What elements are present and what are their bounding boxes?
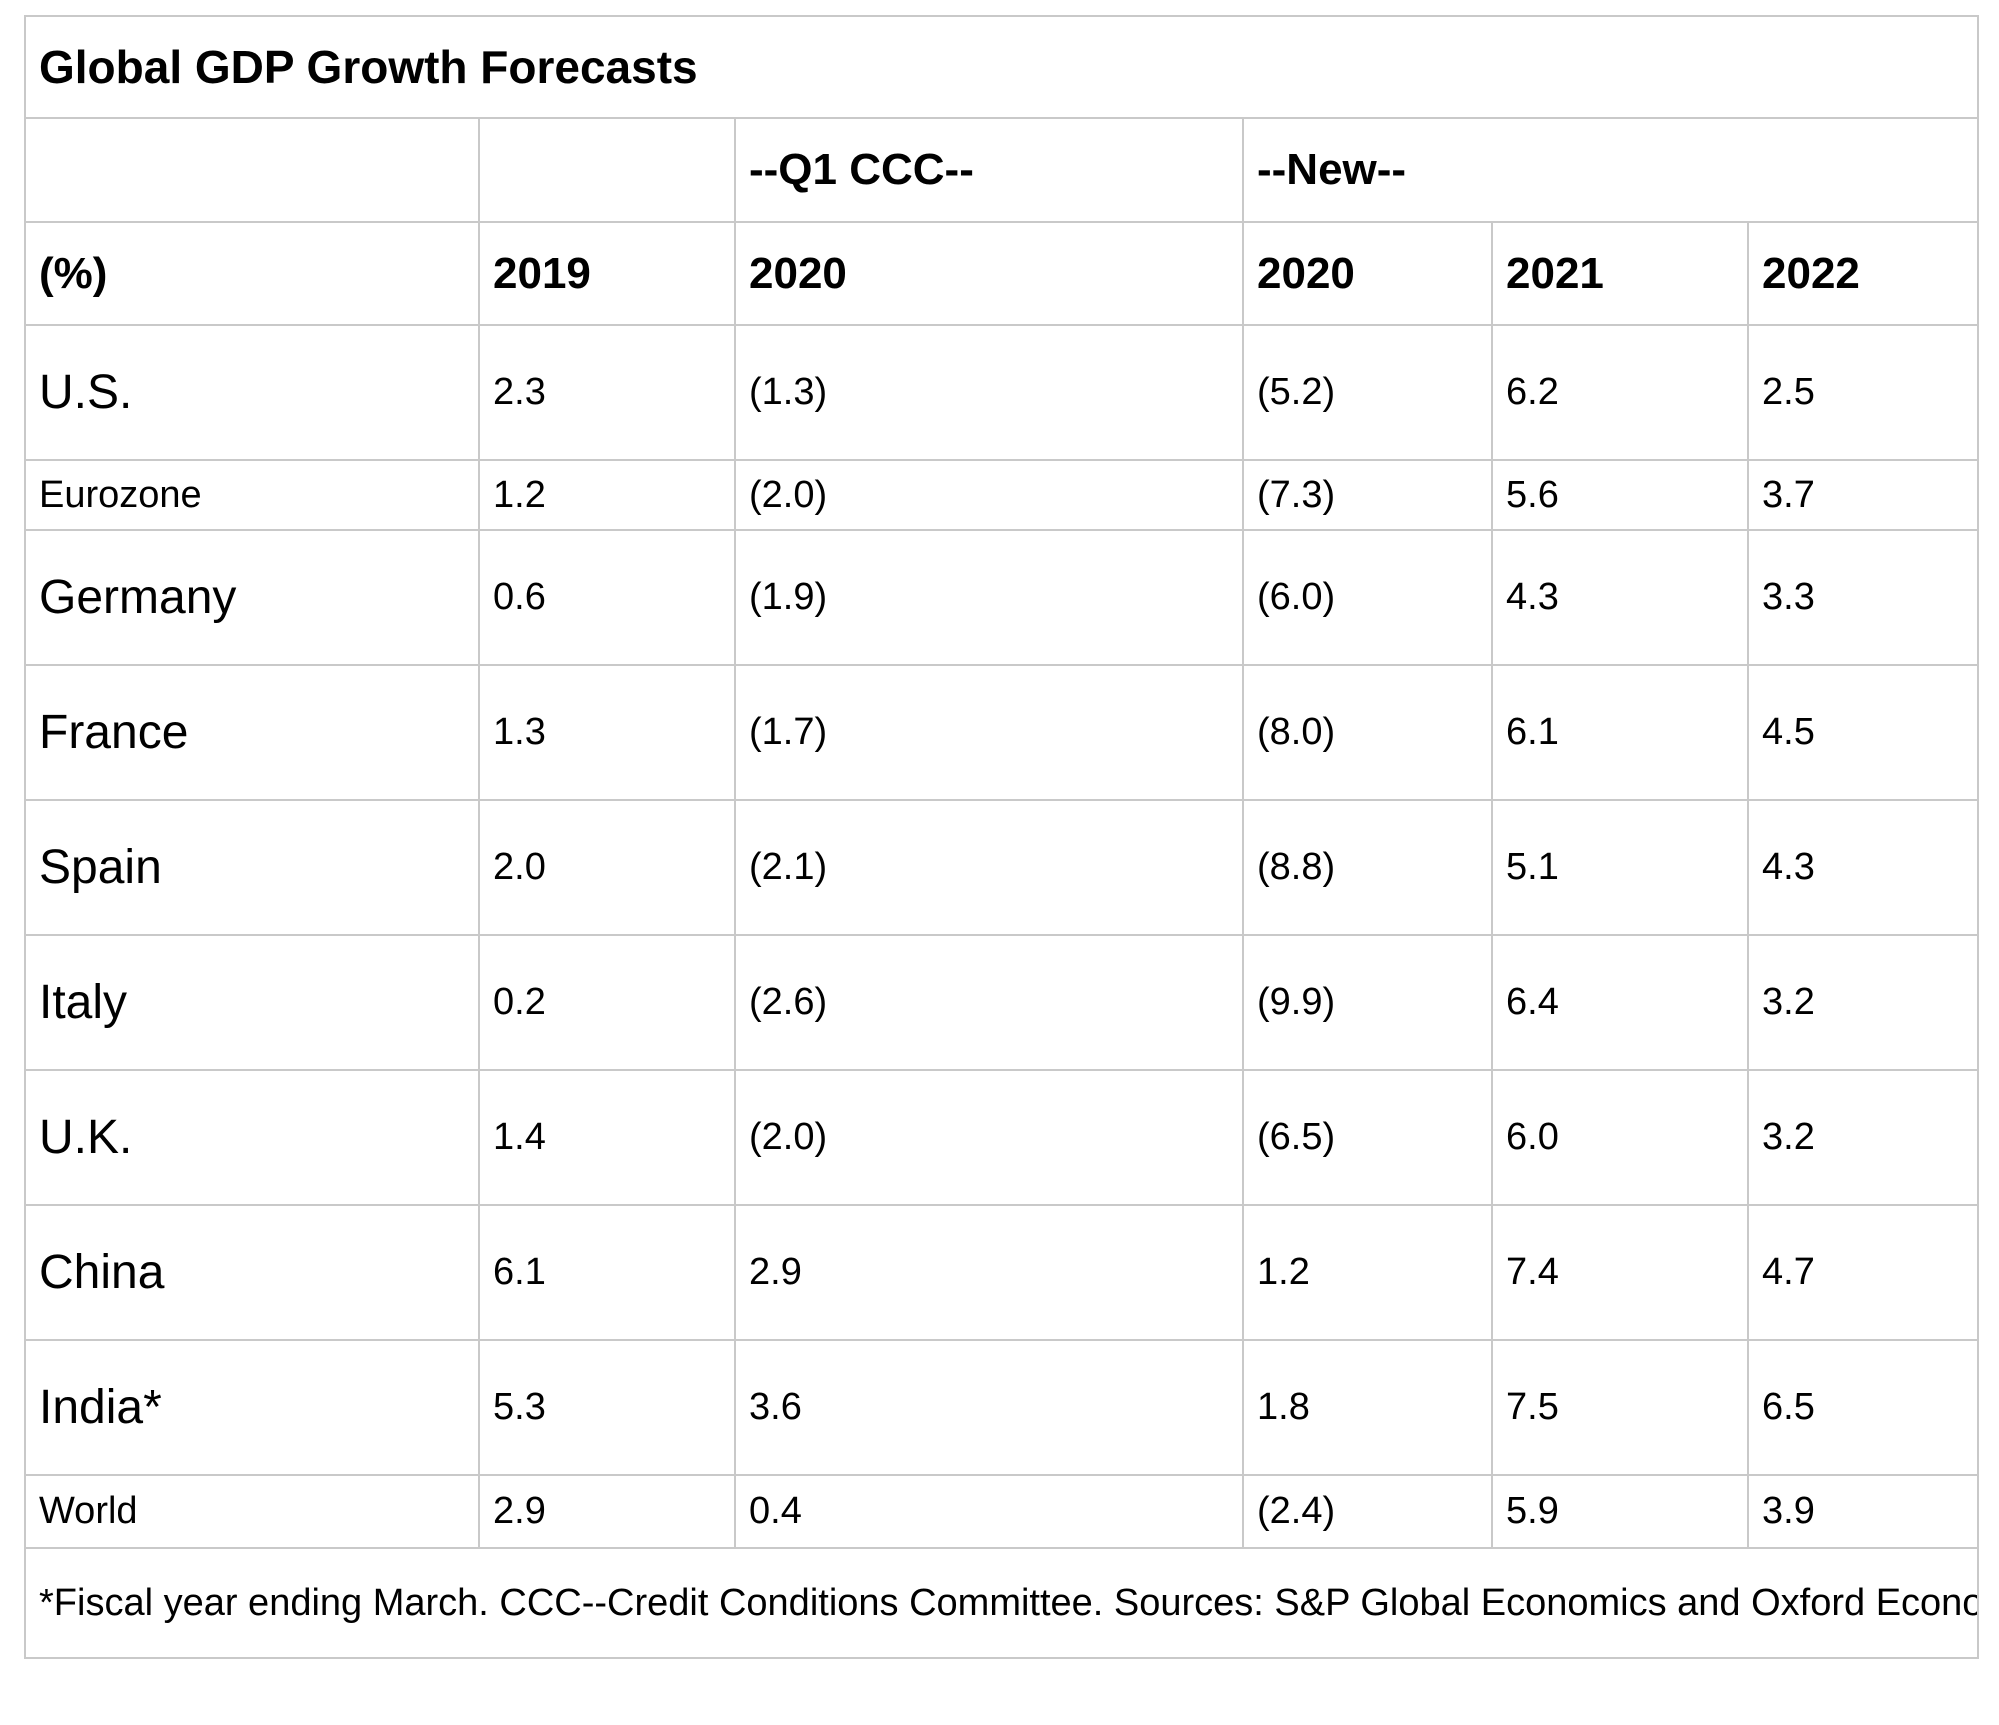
table-row-germany: Germany 0.6 (1.9) (6.0) 4.3 3.3 — [24, 529, 1980, 666]
header-group-spacer-2 — [478, 117, 736, 223]
column-header-row: (%) 2019 2020 2020 2021 2022 — [24, 221, 1980, 326]
header-2022: 2022 — [1746, 221, 1980, 326]
table-row-eurozone: Eurozone 1.2 (2.0) (7.3) 5.6 3.7 — [24, 459, 1980, 531]
cell-value: 0.4 — [734, 1474, 1244, 1549]
cell-value: (8.8) — [1242, 799, 1493, 936]
cell-value: 1.4 — [478, 1069, 736, 1206]
cell-value: 3.3 — [1746, 529, 1980, 666]
cell-value: 1.3 — [478, 664, 736, 801]
header-group-q1-ccc: --Q1 CCC-- — [734, 117, 1244, 223]
cell-value: 0.6 — [478, 529, 736, 666]
cell-value: (2.0) — [734, 459, 1244, 531]
table-row-uk: U.K. 1.4 (2.0) (6.5) 6.0 3.2 — [24, 1069, 1980, 1206]
cell-value: 1.8 — [1242, 1339, 1493, 1476]
table-row-france: France 1.3 (1.7) (8.0) 6.1 4.5 — [24, 664, 1980, 801]
table-row-italy: Italy 0.2 (2.6) (9.9) 6.4 3.2 — [24, 934, 1980, 1071]
row-label: China — [24, 1204, 480, 1341]
row-label: U.K. — [24, 1069, 480, 1206]
table-row-spain: Spain 2.0 (2.1) (8.8) 5.1 4.3 — [24, 799, 1980, 936]
cell-value: 3.7 — [1746, 459, 1980, 531]
cell-value: 5.9 — [1491, 1474, 1749, 1549]
header-percent: (%) — [24, 221, 480, 326]
cell-value: 2.9 — [478, 1474, 736, 1549]
cell-value: 3.6 — [734, 1339, 1244, 1476]
cell-value: 0.2 — [478, 934, 736, 1071]
cell-value: 6.2 — [1491, 324, 1749, 461]
cell-value: (1.3) — [734, 324, 1244, 461]
cell-value: (7.3) — [1242, 459, 1493, 531]
cell-value: 3.9 — [1746, 1474, 1980, 1549]
cell-value: 6.1 — [1491, 664, 1749, 801]
cell-value: (9.9) — [1242, 934, 1493, 1071]
cell-value: 2.5 — [1746, 324, 1980, 461]
cell-value: (2.0) — [734, 1069, 1244, 1206]
cell-value: 6.1 — [478, 1204, 736, 1341]
table-row-india: India* 5.3 3.6 1.8 7.5 6.5 — [24, 1339, 1980, 1476]
cell-value: 7.5 — [1491, 1339, 1749, 1476]
cell-value: (2.4) — [1242, 1474, 1493, 1549]
header-2021: 2021 — [1491, 221, 1749, 326]
header-group-new: --New-- — [1241, 117, 1980, 223]
cell-value: 3.2 — [1746, 934, 1980, 1071]
column-group-row: --Q1 CCC-- --New-- — [24, 117, 1980, 223]
table-row-china: China 6.1 2.9 1.2 7.4 4.7 — [24, 1204, 1980, 1341]
table-footnote: *Fiscal year ending March. CCC--Credit C… — [23, 1547, 1980, 1659]
cell-value: 2.3 — [478, 324, 736, 461]
footnote-row: *Fiscal year ending March. CCC--Credit C… — [23, 1547, 1980, 1659]
table-row-us: U.S. 2.3 (1.3) (5.2) 6.2 2.5 — [24, 324, 1980, 461]
row-label: U.S. — [24, 324, 480, 461]
cell-value: 5.1 — [1491, 799, 1749, 936]
cell-value: (1.7) — [734, 664, 1244, 801]
cell-value: 4.7 — [1746, 1204, 1980, 1341]
header-new-2020: 2020 — [1242, 221, 1493, 326]
row-label: Eurozone — [24, 459, 480, 531]
cell-value: 3.2 — [1746, 1069, 1980, 1206]
row-label: Germany — [24, 529, 480, 666]
cell-value: 5.3 — [478, 1339, 736, 1476]
header-q1ccc-2020: 2020 — [734, 221, 1244, 326]
cell-value: (5.2) — [1242, 324, 1493, 461]
cell-value: (6.0) — [1242, 529, 1493, 666]
row-label: World — [24, 1474, 480, 1549]
cell-value: (2.1) — [734, 799, 1244, 936]
cell-value: (8.0) — [1242, 664, 1493, 801]
header-2019: 2019 — [478, 221, 736, 326]
cell-value: 4.3 — [1746, 799, 1980, 936]
cell-value: 5.6 — [1491, 459, 1749, 531]
row-label: India* — [24, 1339, 480, 1476]
cell-value: 6.4 — [1491, 934, 1749, 1071]
cell-value: 4.5 — [1746, 664, 1980, 801]
cell-value: 7.4 — [1491, 1204, 1749, 1341]
row-label: France — [24, 664, 480, 801]
header-group-spacer-1 — [24, 117, 480, 223]
cell-value: 2.9 — [734, 1204, 1244, 1341]
cell-value: 6.0 — [1491, 1069, 1749, 1206]
row-label: Italy — [24, 934, 480, 1071]
cell-value: (6.5) — [1242, 1069, 1493, 1206]
table-row-world: World 2.9 0.4 (2.4) 5.9 3.9 — [24, 1474, 1980, 1549]
cell-value: 4.3 — [1491, 529, 1749, 666]
table-title: Global GDP Growth Forecasts — [23, 15, 1980, 119]
title-row: Global GDP Growth Forecasts — [23, 15, 1980, 119]
cell-value: 1.2 — [1242, 1204, 1493, 1341]
cell-value: 2.0 — [478, 799, 736, 936]
cell-value: 1.2 — [478, 459, 736, 531]
cell-value: (2.6) — [734, 934, 1244, 1071]
gdp-forecast-table: Global GDP Growth Forecasts --Q1 CCC-- -… — [23, 15, 1980, 1659]
row-label: Spain — [24, 799, 480, 936]
cell-value: (1.9) — [734, 529, 1244, 666]
cell-value: 6.5 — [1746, 1339, 1980, 1476]
